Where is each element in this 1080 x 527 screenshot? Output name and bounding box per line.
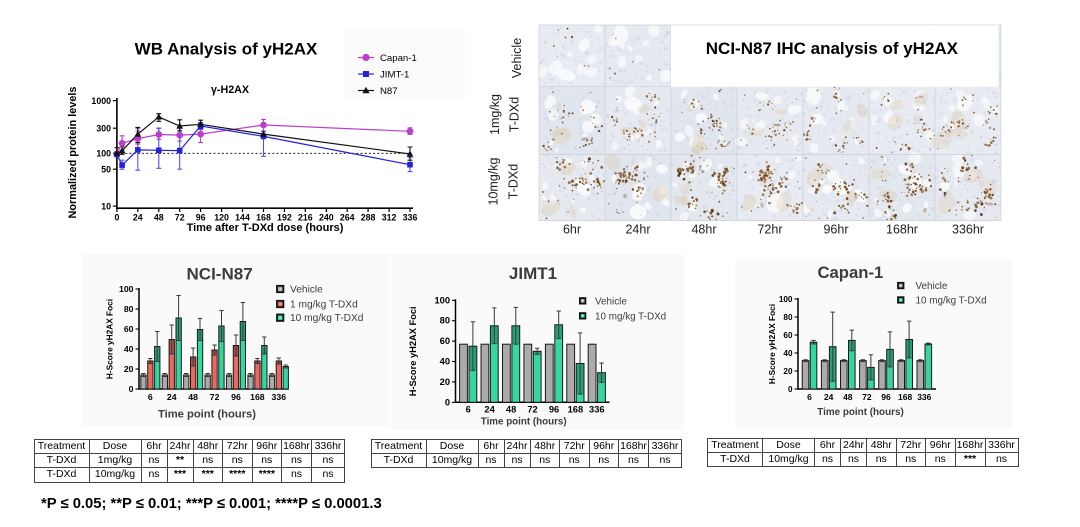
svg-text:JIMT1: JIMT1: [509, 264, 557, 283]
svg-text:20: 20: [440, 377, 450, 387]
svg-text:24: 24: [484, 405, 495, 415]
svg-text:72: 72: [210, 392, 220, 402]
svg-text:48hr: 48hr: [691, 223, 716, 237]
svg-text:100: 100: [434, 295, 450, 305]
svg-text:Vehicle: Vehicle: [595, 296, 627, 307]
svg-text:48: 48: [843, 392, 853, 402]
svg-text:24hr: 24hr: [625, 223, 650, 237]
svg-text:Time after T-DXd dose (hours): Time after T-DXd dose (hours): [187, 222, 344, 234]
svg-text:WB Analysis of yH2AX: WB Analysis of yH2AX: [135, 40, 318, 59]
svg-text:40: 40: [440, 357, 450, 367]
svg-text:6: 6: [807, 392, 812, 402]
svg-text:1 mg/kg T-DXd: 1 mg/kg T-DXd: [290, 300, 358, 311]
svg-text:0: 0: [114, 213, 119, 223]
svg-text:168: 168: [256, 213, 271, 223]
svg-text:N87: N87: [380, 86, 398, 97]
svg-text:48: 48: [188, 392, 198, 402]
svg-text:168: 168: [898, 392, 912, 402]
svg-text:Vehicle: Vehicle: [510, 38, 524, 78]
svg-text:Time point (hours): Time point (hours): [481, 417, 567, 428]
svg-text:100: 100: [96, 149, 111, 159]
svg-text:20: 20: [124, 364, 134, 374]
svg-text:264: 264: [340, 213, 355, 223]
svg-text:96hr: 96hr: [823, 223, 848, 237]
svg-text:72hr: 72hr: [757, 223, 782, 237]
svg-text:24: 24: [167, 392, 177, 402]
svg-text:24: 24: [824, 392, 834, 402]
svg-text:72: 72: [862, 392, 872, 402]
svg-text:96: 96: [549, 405, 559, 415]
svg-text:Vehicle: Vehicle: [916, 281, 948, 292]
svg-text:80: 80: [783, 313, 793, 322]
svg-text:48: 48: [154, 213, 164, 223]
svg-text:1000: 1000: [91, 96, 111, 106]
svg-text:312: 312: [382, 213, 397, 223]
svg-text:72: 72: [527, 405, 537, 415]
svg-text:80: 80: [440, 316, 450, 326]
svg-text:60: 60: [783, 331, 793, 340]
svg-text:NCI-N87: NCI-N87: [187, 265, 253, 284]
svg-text:Normalized protein levels: Normalized protein levels: [67, 87, 79, 219]
svg-text:0: 0: [129, 384, 134, 394]
svg-text:72: 72: [175, 213, 185, 223]
svg-text:Time point (hours): Time point (hours): [158, 409, 256, 421]
svg-text:80: 80: [124, 304, 134, 314]
svg-text:H-Score yH2AX Foci: H-Score yH2AX Foci: [105, 299, 115, 379]
svg-text:T-DXd: T-DXd: [508, 97, 522, 132]
svg-text:Capan-1: Capan-1: [380, 53, 417, 64]
svg-text:0: 0: [788, 385, 793, 394]
svg-text:50: 50: [101, 164, 111, 174]
svg-text:1mg/kg: 1mg/kg: [488, 94, 502, 135]
svg-text:336: 336: [272, 392, 287, 402]
svg-text:6: 6: [148, 392, 153, 402]
svg-text:γ-H2AX: γ-H2AX: [211, 84, 250, 96]
svg-text:192: 192: [277, 213, 292, 223]
svg-text:336hr: 336hr: [952, 223, 984, 237]
svg-text:24: 24: [133, 213, 143, 223]
svg-text:100: 100: [119, 284, 134, 294]
svg-text:288: 288: [361, 213, 376, 223]
svg-text:216: 216: [298, 213, 313, 223]
svg-text:6: 6: [466, 405, 471, 415]
svg-text:96: 96: [231, 392, 241, 402]
svg-text:10 mg/kg T-DXd: 10 mg/kg T-DXd: [595, 311, 666, 322]
svg-text:60: 60: [440, 336, 450, 346]
svg-text:10 mg/kg T-DXd: 10 mg/kg T-DXd: [916, 296, 987, 307]
svg-text:6hr: 6hr: [563, 223, 581, 237]
svg-text:168: 168: [250, 392, 265, 402]
svg-text:336: 336: [403, 213, 418, 223]
svg-text:168hr: 168hr: [886, 223, 918, 237]
svg-text:240: 240: [319, 213, 334, 223]
svg-text:H-Score yH2AX Foci: H-Score yH2AX Foci: [408, 306, 418, 396]
svg-text:JIMT-1: JIMT-1: [380, 69, 409, 80]
svg-text:10: 10: [101, 201, 111, 211]
svg-text:336: 336: [917, 392, 931, 402]
svg-text:40: 40: [783, 349, 793, 358]
svg-text:10 mg/kg T-DXd: 10 mg/kg T-DXd: [290, 313, 364, 324]
svg-text:120: 120: [214, 213, 229, 223]
svg-text:60: 60: [124, 324, 134, 334]
svg-text:Time point (hours): Time point (hours): [817, 407, 904, 418]
svg-text:48: 48: [506, 405, 516, 415]
svg-text:96: 96: [881, 392, 891, 402]
svg-text:100: 100: [779, 295, 793, 304]
svg-text:40: 40: [124, 344, 134, 354]
svg-text:144: 144: [235, 213, 250, 223]
svg-text:168: 168: [568, 405, 584, 415]
svg-text:Vehicle: Vehicle: [290, 285, 323, 296]
svg-text:NCI-N87 IHC analysis of yH2AX: NCI-N87 IHC analysis of yH2AX: [706, 39, 959, 58]
svg-text:96: 96: [196, 213, 206, 223]
svg-text:0: 0: [445, 397, 450, 407]
svg-text:T-DXd: T-DXd: [507, 164, 521, 199]
svg-text:Capan-1: Capan-1: [817, 263, 883, 282]
svg-text:336: 336: [589, 405, 605, 415]
svg-text:300: 300: [96, 123, 111, 133]
svg-text:20: 20: [783, 367, 793, 376]
svg-text:10mg/kg: 10mg/kg: [487, 157, 501, 205]
svg-text:H-Score yH2AX Foci: H-Score yH2AX Foci: [767, 304, 777, 384]
